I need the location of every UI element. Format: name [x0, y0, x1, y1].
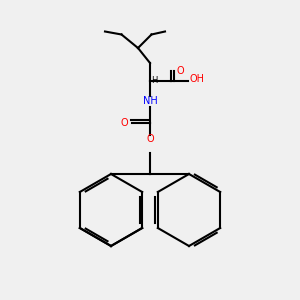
Text: H: H [151, 76, 158, 85]
Text: OH: OH [189, 74, 204, 85]
Text: O: O [176, 65, 184, 76]
Text: O: O [146, 134, 154, 145]
Text: NH: NH [142, 95, 158, 106]
Text: O: O [121, 118, 128, 128]
